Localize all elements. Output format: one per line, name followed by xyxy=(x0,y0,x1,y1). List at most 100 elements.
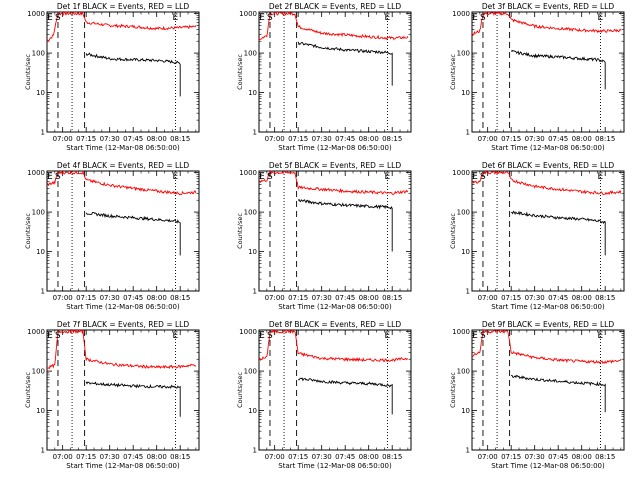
x-tick-label: 08:15 xyxy=(595,135,615,143)
panel-title: Det 1f BLACK = Events, RED = LLD xyxy=(57,2,190,11)
lld-trace xyxy=(258,170,409,196)
x-tick-label: 07:30 xyxy=(312,135,332,143)
x-tick-label: 08:00 xyxy=(147,453,167,461)
x-tick-label: 07:00 xyxy=(53,135,73,143)
events-trace xyxy=(297,377,393,415)
lld-trace xyxy=(258,11,409,41)
y-axis-label: Counts/sec xyxy=(236,213,244,249)
x-axis-label: Start Time (12-Mar-08 06:50:00) xyxy=(66,144,180,152)
flag-label: E xyxy=(172,13,178,23)
plot-frame xyxy=(471,170,625,292)
panel-det-3: Det 3f BLACK = Events, RED = LLD 1 10 100 10… xyxy=(449,2,625,152)
plot-frame xyxy=(46,170,200,292)
x-tick-label: 07:00 xyxy=(265,135,285,143)
events-trace xyxy=(510,49,606,90)
x-tick-label: 07:30 xyxy=(525,453,545,461)
y-tick-label: 1 xyxy=(253,447,257,455)
panel-det-7: Det 7f BLACK = Events, RED = LLD 1 10 100 10… xyxy=(24,320,200,470)
y-tick-label: 1 xyxy=(41,288,45,296)
x-tick-label: 08:00 xyxy=(572,294,592,302)
x-tick-label: 07:15 xyxy=(501,135,521,143)
y-tick-label: 10 xyxy=(36,248,45,256)
y-axis-label: Counts/sec xyxy=(449,372,457,408)
panel-det-6: Det 6f BLACK = Events, RED = LLD 1 10 100 10… xyxy=(449,161,625,311)
panel-det-8: Det 8f BLACK = Events, RED = LLD 1 10 100 10… xyxy=(236,320,412,470)
panel-title: Det 7f BLACK = Events, RED = LLD xyxy=(57,320,190,329)
x-tick-label: 07:30 xyxy=(312,453,332,461)
x-axis-label: Start Time (12-Mar-08 06:50:00) xyxy=(278,462,392,470)
x-tick-label: 08:00 xyxy=(359,294,379,302)
y-tick-label: 1000 xyxy=(452,169,470,177)
events-trace xyxy=(511,210,606,256)
lld-trace xyxy=(471,11,622,37)
plot-frame xyxy=(46,11,200,133)
y-tick-label: 10 xyxy=(461,89,470,97)
x-tick-label: 08:00 xyxy=(572,453,592,461)
x-axis-label: Start Time (12-Mar-08 06:50:00) xyxy=(278,144,392,152)
y-tick-label: 10 xyxy=(248,248,257,256)
panel-det-5: Det 5f BLACK = Events, RED = LLD 1 10 100 10… xyxy=(236,161,412,311)
panel-det-1: Det 1f BLACK = Events, RED = LLD 1 10 100 10… xyxy=(24,2,200,152)
y-tick-label: 1000 xyxy=(452,10,470,18)
x-tick-label: 07:00 xyxy=(478,135,498,143)
x-tick-label: 08:15 xyxy=(170,453,190,461)
x-tick-label: 08:15 xyxy=(382,453,402,461)
x-tick-label: 07:15 xyxy=(288,135,308,143)
panel-title: Det 4f BLACK = Events, RED = LLD xyxy=(57,161,190,170)
lld-trace xyxy=(46,329,197,370)
x-tick-label: 07:30 xyxy=(312,294,332,302)
x-tick-label: 07:00 xyxy=(478,294,498,302)
y-tick-label: 1 xyxy=(253,288,257,296)
x-tick-label: 07:00 xyxy=(265,453,285,461)
x-tick-label: 07:45 xyxy=(335,135,355,143)
panel-title: Det 3f BLACK = Events, RED = LLD xyxy=(482,2,615,11)
flag-label: S xyxy=(267,331,273,341)
events-trace xyxy=(511,374,606,413)
y-tick-label: 10 xyxy=(248,407,257,415)
y-tick-label: 1000 xyxy=(27,10,45,18)
x-tick-label: 08:00 xyxy=(572,135,592,143)
flag-label: E xyxy=(384,172,390,182)
x-axis-label: Start Time (12-Mar-08 06:50:00) xyxy=(491,144,605,152)
panel-det-9: Det 9f BLACK = Events, RED = LLD 1 10 100 10… xyxy=(449,320,625,470)
x-tick-label: 07:15 xyxy=(288,453,308,461)
y-tick-label: 1000 xyxy=(27,169,45,177)
panel-title: Det 6f BLACK = Events, RED = LLD xyxy=(482,161,615,170)
plot-frame xyxy=(471,11,625,133)
x-tick-label: 07:00 xyxy=(53,294,73,302)
y-tick-label: 1000 xyxy=(27,328,45,336)
x-tick-label: 08:00 xyxy=(147,294,167,302)
flag-label: E xyxy=(472,172,478,182)
y-tick-label: 10 xyxy=(461,248,470,256)
y-tick-label: 1 xyxy=(466,129,470,137)
panel-det-4: Det 4f BLACK = Events, RED = LLD 1 10 100 10… xyxy=(24,161,200,311)
panel-title: Det 5f BLACK = Events, RED = LLD xyxy=(269,161,402,170)
y-axis-label: Counts/sec xyxy=(236,372,244,408)
x-tick-label: 08:15 xyxy=(595,294,615,302)
x-tick-label: 08:15 xyxy=(170,294,190,302)
x-tick-label: 07:30 xyxy=(525,294,545,302)
flag-label: E xyxy=(472,331,478,341)
lld-trace xyxy=(46,170,197,196)
flag-label: E xyxy=(47,331,53,341)
y-tick-label: 1000 xyxy=(452,328,470,336)
x-tick-label: 07:15 xyxy=(76,453,96,461)
plot-frame xyxy=(471,329,625,451)
x-tick-label: 08:15 xyxy=(382,294,402,302)
flag-label: E xyxy=(384,13,390,23)
x-tick-label: 07:30 xyxy=(100,135,120,143)
y-axis-label: Counts/sec xyxy=(449,213,457,249)
flag-label: E xyxy=(172,172,178,182)
y-tick-label: 1 xyxy=(466,447,470,455)
panel-title: Det 8f BLACK = Events, RED = LLD xyxy=(269,320,402,329)
events-trace xyxy=(297,198,393,252)
x-tick-label: 07:45 xyxy=(335,453,355,461)
flag-label: S xyxy=(480,331,486,341)
x-tick-label: 07:30 xyxy=(100,294,120,302)
x-tick-label: 08:00 xyxy=(359,453,379,461)
panel-title: Det 9f BLACK = Events, RED = LLD xyxy=(482,320,615,329)
panel-det-2: Det 2f BLACK = Events, RED = LLD 1 10 100 10… xyxy=(236,2,412,152)
x-tick-label: 07:45 xyxy=(548,294,568,302)
plot-frame xyxy=(258,170,412,292)
